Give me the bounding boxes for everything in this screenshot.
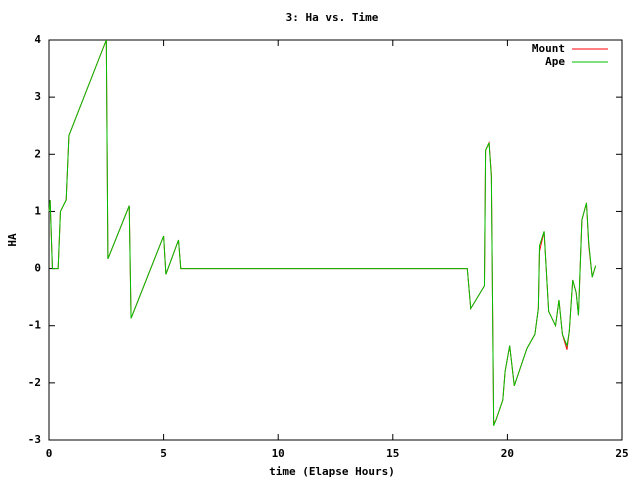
data-line xyxy=(48,39,597,426)
x-axis-label: time (Elapse Hours) xyxy=(269,465,395,478)
y-tick-label: 3 xyxy=(34,90,41,103)
y-tick-label: 1 xyxy=(34,204,41,217)
x-tick-label: 5 xyxy=(160,447,167,460)
chart-title: 3: Ha vs. Time xyxy=(286,11,379,24)
x-tick-label: 10 xyxy=(272,447,285,460)
y-tick-label: -1 xyxy=(28,319,42,332)
x-tick-label: 0 xyxy=(46,447,53,460)
x-tick-label: 20 xyxy=(501,447,514,460)
y-tick-label: -3 xyxy=(28,433,41,446)
y-tick-label: 2 xyxy=(34,147,41,160)
y-tick-label: -2 xyxy=(28,376,41,389)
legend-label: Ape xyxy=(545,55,565,68)
data-line xyxy=(48,39,597,426)
y-tick-label: 4 xyxy=(34,33,41,46)
y-axis-label: HA xyxy=(6,233,19,247)
x-tick-label: 25 xyxy=(615,447,628,460)
legend-label: Mount xyxy=(532,42,565,55)
y-tick-label: 0 xyxy=(34,262,41,275)
plot-frame xyxy=(48,39,623,441)
x-tick-label: 15 xyxy=(386,447,399,460)
